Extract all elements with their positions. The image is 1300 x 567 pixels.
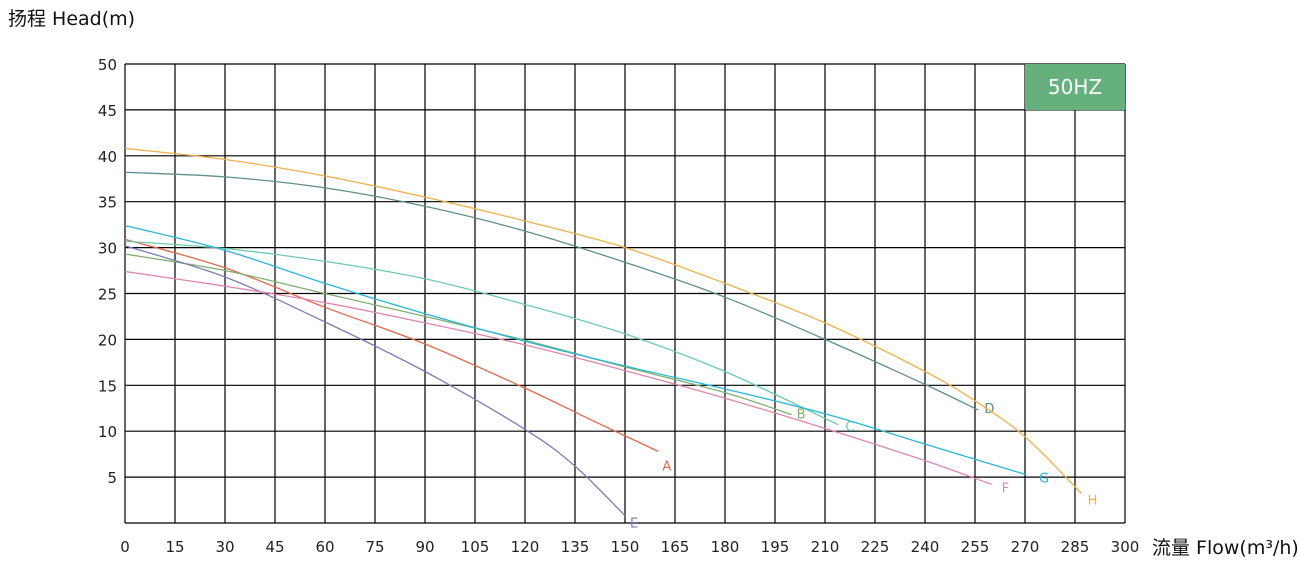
- x-tick-label: 165: [661, 538, 690, 556]
- series-line-f: [124, 270, 992, 486]
- x-tick-label: 300: [1111, 538, 1140, 556]
- x-tick-label: 135: [561, 538, 590, 556]
- x-tick-label: 30: [215, 538, 234, 556]
- x-tick-label: 75: [365, 538, 384, 556]
- y-tick-label: 45: [98, 102, 117, 120]
- y-tick-label: 5: [107, 469, 117, 487]
- y-tick-label: 15: [98, 377, 117, 395]
- y-tick-label: 30: [98, 240, 117, 258]
- x-tick-label: 120: [511, 538, 540, 556]
- y-tick-label: 40: [98, 148, 117, 166]
- series-line-e: [124, 245, 626, 517]
- y-tick-label: 50: [98, 56, 117, 74]
- frequency-badge: 50HZ: [1025, 64, 1125, 110]
- x-tick-label: 60: [315, 538, 334, 556]
- x-tick-label: 150: [611, 538, 640, 556]
- y-tick-label: 20: [98, 331, 117, 349]
- x-tick-label: 210: [811, 538, 840, 556]
- y-tick-label: 10: [98, 423, 117, 441]
- series-label-b: B: [797, 408, 806, 423]
- x-tick-label: 285: [1061, 538, 1090, 556]
- series-line-c: [124, 240, 839, 426]
- series-line-a: [124, 238, 659, 452]
- y-tick-label: 35: [98, 194, 117, 212]
- x-tick-label: 105: [461, 538, 490, 556]
- series-line-g: [124, 224, 1026, 475]
- x-tick-label: 45: [265, 538, 284, 556]
- series-line-d: [124, 171, 979, 411]
- x-tick-label: 255: [961, 538, 990, 556]
- series-label-f: F: [1002, 481, 1009, 496]
- y-axis-title: 扬程 Head(m): [8, 8, 136, 30]
- x-tick-label: 90: [415, 538, 434, 556]
- series-line-b: [124, 253, 792, 416]
- series-label-e: E: [630, 517, 638, 532]
- x-tick-label: 240: [911, 538, 940, 556]
- x-tick-label: 225: [861, 538, 890, 556]
- x-tick-label: 15: [165, 538, 184, 556]
- x-tick-label: 270: [1011, 538, 1040, 556]
- series-label-h: H: [1088, 494, 1098, 509]
- x-tick-label: 0: [120, 538, 130, 556]
- series-label-g: G: [1039, 471, 1049, 486]
- x-tick-label: 180: [711, 538, 740, 556]
- series-label-c: C: [845, 420, 854, 435]
- x-tick-label: 195: [761, 538, 790, 556]
- series-label-a: A: [662, 459, 671, 474]
- x-axis-title: 流量 Flow(m³/h): [1152, 537, 1299, 559]
- y-tick-label: 25: [98, 286, 117, 304]
- series-line-h: [124, 147, 1083, 495]
